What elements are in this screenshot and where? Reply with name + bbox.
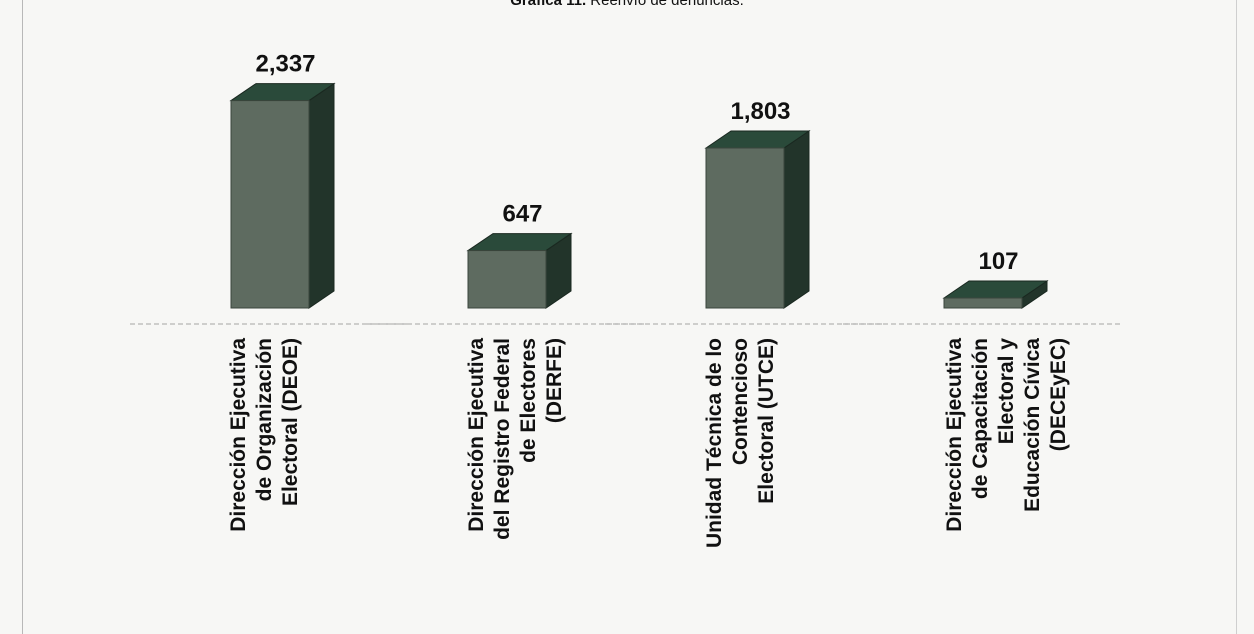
bar-4 — [942, 280, 1049, 309]
bar-front-face — [943, 297, 1023, 309]
category-label-line: (DERFE) — [543, 338, 566, 423]
value-labels-layer: 2,337 647 1,803 107 — [255, 51, 1018, 275]
chart-title-prefix: Gráfica 11. — [510, 0, 587, 9]
category-label-line: Contencioso — [729, 338, 752, 465]
value-label: 1,803 — [730, 98, 790, 125]
category-label-line: Dirección Ejecutiva — [227, 338, 250, 532]
bar-1 — [229, 82, 336, 309]
right-border-rule — [1236, 0, 1237, 634]
category-label: Dirección Ejecutiva de Organización Electo… — [227, 338, 302, 532]
bar-front-face — [705, 147, 785, 309]
category-label-line: de Capacitación — [969, 338, 992, 499]
bar-3 — [704, 130, 811, 309]
bar-side-face — [783, 130, 810, 309]
category-label-line: Electoral y — [995, 338, 1018, 445]
category-label-line: Dirección Ejecutiva — [943, 338, 966, 532]
category-label-line: Electoral (DEOE) — [279, 338, 302, 506]
category-label-line: de Electores — [517, 338, 540, 463]
category-label: Unidad Técnica de lo Contencioso Electoral… — [703, 338, 778, 548]
bar-front-face — [467, 250, 547, 309]
value-label: 647 — [502, 201, 542, 228]
category-label: Dirección Ejecutiva del Registro Federal d… — [465, 338, 566, 540]
value-label: 2,337 — [255, 51, 315, 78]
bar-side-face — [308, 82, 335, 309]
value-label: 107 — [978, 248, 1018, 275]
category-label-line: Educación Cívica — [1021, 338, 1044, 512]
bars-layer — [229, 82, 1049, 309]
category-label-line: del Registro Federal — [491, 338, 514, 540]
bar-2 — [466, 232, 573, 309]
chart-title-text: Reenvío de denuncias. — [586, 0, 744, 9]
chart-title: Gráfica 11. Reenvío de denuncias. — [0, 0, 1254, 9]
category-label-line: (DECEyEC) — [1047, 338, 1070, 451]
category-label-line: Unidad Técnica de lo — [703, 338, 726, 548]
category-label: Dirección Ejecutiva de Capacitación Electo… — [943, 338, 1070, 532]
category-label-line: Electoral (UTCE) — [755, 338, 778, 504]
bar-front-face — [230, 100, 310, 309]
category-labels-layer: Dirección Ejecutiva de Organización Electo… — [227, 338, 1070, 548]
left-border-rule — [22, 0, 23, 634]
category-label-line: de Organización — [253, 338, 276, 501]
category-label-line: Dirección Ejecutiva — [465, 338, 488, 532]
